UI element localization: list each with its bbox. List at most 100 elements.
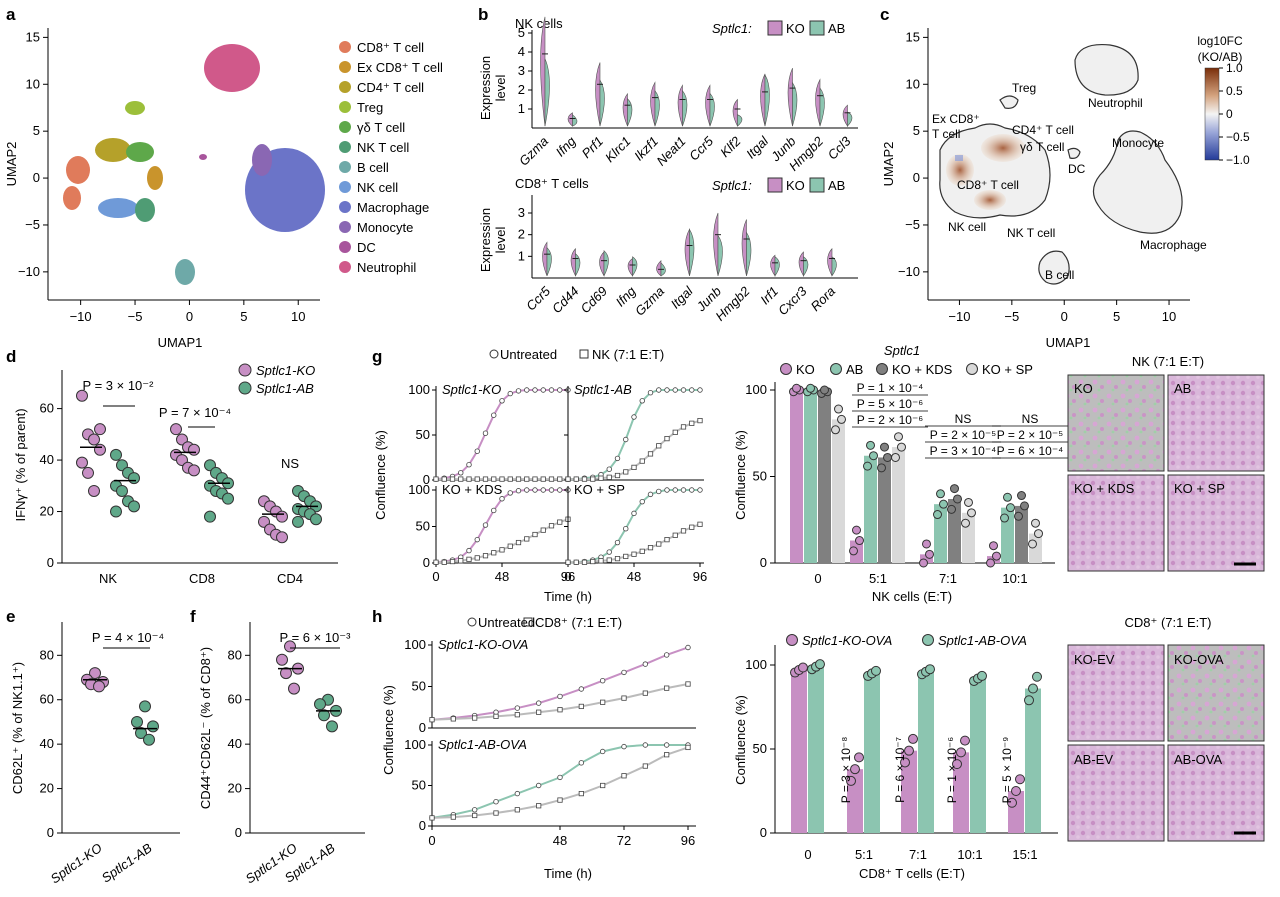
g-untreated-point <box>639 398 645 404</box>
g-bars-ylabel: Confluence (%) <box>733 430 748 520</box>
violin-ko <box>599 251 605 277</box>
g-nk-point <box>664 537 670 543</box>
panel-d-ifng: 60 40 20 0 NK CD8 CD4 P = 3 × 10⁻² P = 7 × 10⁻… <box>13 363 338 586</box>
g-bar-point <box>877 463 886 473</box>
g-nk-point <box>433 559 439 565</box>
g-nk-point <box>623 553 629 560</box>
h-bar-point <box>956 747 966 758</box>
g-bars-pvalue: P = 6 × 10⁻⁴ <box>997 444 1064 458</box>
b-top-legend-ab-swatch <box>809 20 825 36</box>
g-bar-legend-label: KO + SP <box>982 362 1033 377</box>
d-point <box>110 448 122 461</box>
b-bot-ylabel-2: level <box>493 227 508 254</box>
d-point <box>204 510 216 523</box>
b-ytick-label: 2 <box>518 227 525 242</box>
violin-ko <box>741 219 747 276</box>
h-bars-category: 15:1 <box>1012 847 1037 862</box>
h-untreated-point <box>642 661 649 667</box>
h-cd8-point <box>472 715 478 721</box>
g-untreated-point <box>507 490 513 496</box>
b-gene-label: Ccl3 <box>825 133 855 163</box>
g-nk-point <box>466 556 472 562</box>
g-bar <box>878 457 891 563</box>
ytick-label: 60 <box>228 692 242 707</box>
g-bar-point <box>936 489 945 499</box>
violin-ab <box>546 246 552 276</box>
violin-ab <box>831 256 837 277</box>
g-bar-point <box>880 442 889 452</box>
dot-point <box>139 700 151 713</box>
ytick-label: 80 <box>40 647 54 662</box>
g-untreated-point <box>656 488 662 495</box>
a-legend-label: NK cell <box>357 180 398 195</box>
panel-c-ylabel: UMAP2 <box>881 142 896 187</box>
h-cd8-point <box>493 713 499 719</box>
g-nk-point <box>548 523 555 529</box>
g-nk-line <box>436 518 569 564</box>
violin-ab <box>774 256 780 277</box>
dot-category-label: Sptlc1-KO <box>48 840 105 886</box>
a-legend-label: CD8⁺ T cell <box>357 40 424 55</box>
g-untreated-point <box>656 387 662 393</box>
d-point <box>94 423 106 436</box>
g-bar <box>832 419 845 563</box>
a-ytick-label: −5 <box>25 217 40 232</box>
b-gene-label: Cd44 <box>549 284 582 317</box>
g-sub-xtick-label: 0 <box>564 569 571 584</box>
dot-point <box>284 640 296 653</box>
g-nk-point <box>606 557 612 563</box>
violin-ab <box>746 231 752 276</box>
g-bar-point <box>894 432 903 442</box>
h-bar-point <box>815 659 825 670</box>
g-nk-point <box>499 547 505 553</box>
g-bar-legend-marker <box>780 363 792 375</box>
h-bar-legend-marker <box>922 634 934 646</box>
g-nk-point <box>458 476 464 482</box>
c-cluster-label: T cell <box>932 127 960 141</box>
violin-ab <box>717 234 723 276</box>
panel-b-letter: b <box>478 5 488 24</box>
violin-ko <box>570 247 576 276</box>
c-cluster-label: Monocyte <box>1112 136 1164 150</box>
d-pvalue: NS <box>281 456 299 471</box>
g-sub-xtick-label: 96 <box>561 569 575 584</box>
g-bars-pvalue: P = 3 × 10⁻⁴ <box>930 444 997 458</box>
b-bot-legend-ko: KO <box>786 178 805 193</box>
d-point <box>82 466 94 479</box>
g-bar-legend-label: KO + KDS <box>892 362 953 377</box>
h-bar-legend-marker <box>786 634 798 646</box>
cd8-image-label-ko-ev: KO-EV <box>1074 652 1115 667</box>
micrograph-nk-sp <box>1167 474 1265 572</box>
g-bar-point <box>933 510 942 520</box>
h-cd8-point <box>621 773 627 779</box>
c-cluster-label: DC <box>1068 162 1086 176</box>
ytick-label: 60 <box>40 692 54 707</box>
dot-point <box>280 667 292 680</box>
fc-macrophage-monocyte <box>1092 130 1183 234</box>
g-bar-point <box>1028 539 1037 549</box>
g-bar-point <box>964 497 973 507</box>
c-ytick-label: 15 <box>906 29 920 44</box>
a-legend-label: Neutrophil <box>357 260 416 275</box>
g-bar <box>790 390 803 563</box>
b-bot-title: CD8⁺ T cells <box>515 176 589 191</box>
violin-ko <box>650 81 656 127</box>
b-bot-legend-ab: AB <box>828 178 845 193</box>
g-untreated-point <box>614 455 621 462</box>
c-cluster-label: Treg <box>1012 81 1036 95</box>
panel-b-top-violins: NK cells Expression level 5 4 3 2 1 Gzma Ifng… <box>478 16 858 174</box>
g-bar-point <box>950 484 959 494</box>
g-untreated-point <box>680 387 687 393</box>
h-untreated-point <box>599 677 606 684</box>
g-nk-point <box>656 443 662 449</box>
g-bar-point <box>834 404 843 414</box>
dot-category-label: Sptlc1-AB <box>99 840 155 886</box>
cluster-cd4 <box>95 138 131 162</box>
g-nk-point <box>689 524 695 530</box>
violin-ko <box>705 84 711 127</box>
h-cd8-line <box>431 683 689 721</box>
c-ytick-label: 10 <box>906 76 920 91</box>
g-nk-point <box>515 539 522 546</box>
dot-point <box>143 733 155 746</box>
h-sub-xtick-label: 96 <box>681 833 695 848</box>
